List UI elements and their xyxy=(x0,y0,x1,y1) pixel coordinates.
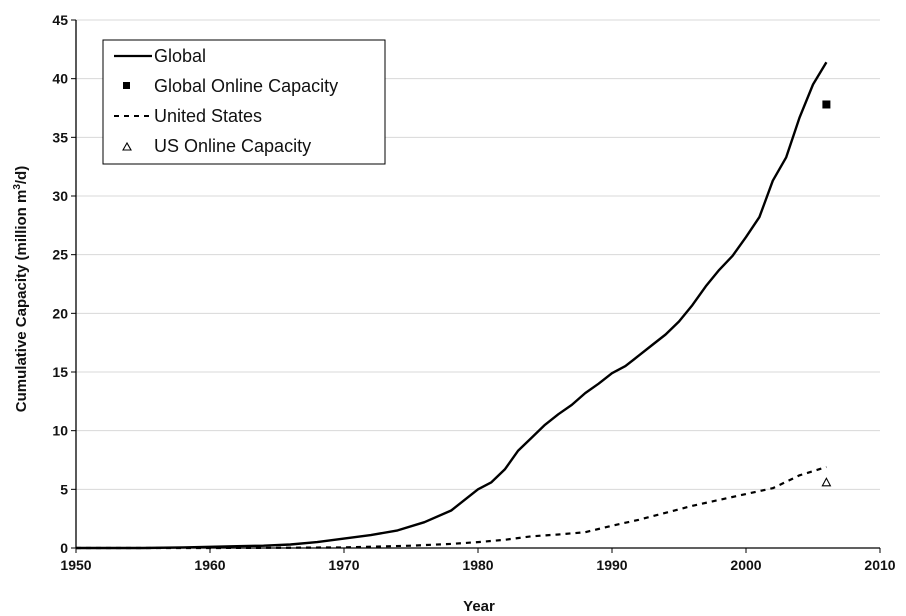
marker-global-online-capacity xyxy=(822,100,831,109)
x-tick-label-2000: 2000 xyxy=(730,557,761,573)
legend-swatch-us-online xyxy=(122,141,132,151)
legend-label-us-online: US Online Capacity xyxy=(154,136,311,156)
x-tick-label-1980: 1980 xyxy=(462,557,493,573)
series-line-global xyxy=(76,61,828,550)
x-tick-label-1950: 1950 xyxy=(60,557,91,573)
x-axis-title: Year xyxy=(463,598,495,615)
y-tick-label-15: 15 xyxy=(52,364,68,380)
series-line-united-states xyxy=(76,465,827,550)
y-tick-label-10: 10 xyxy=(52,423,68,439)
x-tick-label-2010: 2010 xyxy=(864,557,895,573)
legend-box xyxy=(102,39,386,165)
y-tick-label-45: 45 xyxy=(52,12,68,28)
y-tick-label-20: 20 xyxy=(52,305,68,321)
y-tick-label-5: 5 xyxy=(60,481,68,497)
series-group xyxy=(76,61,832,550)
x-tick-label-1990: 1990 xyxy=(596,557,627,573)
y-tick-label-30: 30 xyxy=(52,188,68,204)
legend-swatch-global-online xyxy=(123,82,130,89)
y-tick-label-25: 25 xyxy=(52,247,68,263)
marker-us-online-capacity xyxy=(821,477,832,487)
x-tick-label-1960: 1960 xyxy=(194,557,225,573)
legend-label-global: Global xyxy=(154,46,206,66)
y-tick-label-35: 35 xyxy=(52,129,68,145)
legend: Global Global Online Capacity United Sta… xyxy=(102,39,386,165)
tick-labels: 0 5 10 15 20 25 30 35 40 45 1950 1960 1970 1980 1990 20… xyxy=(52,12,895,573)
legend-label-global-online: Global Online Capacity xyxy=(154,76,338,96)
legend-label-us: United States xyxy=(154,106,262,126)
axes xyxy=(71,19,881,553)
y-axis-title: Cumulative Capacity (million m3/d) xyxy=(12,166,30,412)
x-tick-label-1970: 1970 xyxy=(328,557,359,573)
y-tick-label-40: 40 xyxy=(52,71,68,87)
y-tick-label-0: 0 xyxy=(60,540,68,556)
